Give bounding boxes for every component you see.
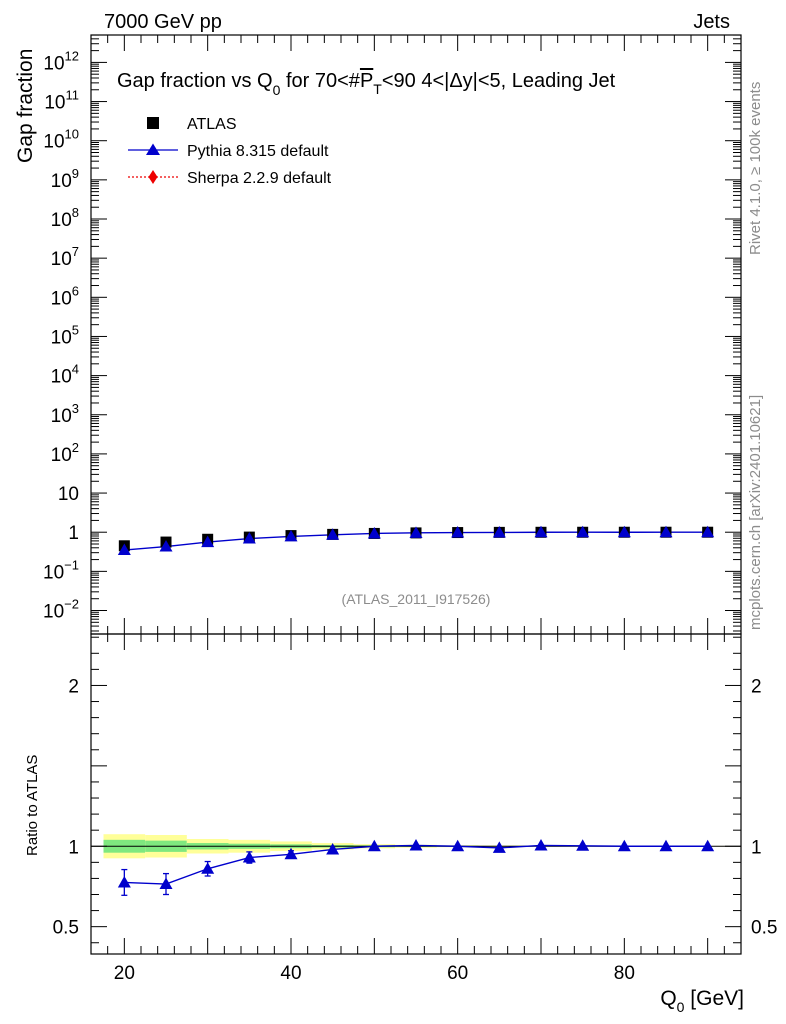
- ratio-plot-frame: [90, 633, 742, 955]
- main-y-tick-label: 108: [51, 205, 79, 231]
- pythia-ratio-point: [534, 838, 548, 851]
- pythia-ratio-point: [451, 839, 465, 852]
- ratio-y-tick-label-right: 1: [751, 837, 762, 858]
- legend-pythia-label: Pythia 8.315 default: [187, 143, 329, 160]
- main-y-tick-label: 10−1: [43, 557, 79, 583]
- x-label-part-a: Q: [660, 987, 676, 1010]
- legend-pythia-marker: [146, 143, 160, 155]
- title-part-p: P: [360, 70, 373, 92]
- main-y-tick-label: 1: [68, 523, 79, 544]
- ratio-y-axis-ticks: 0.5 0.5 1 1 2 2: [53, 636, 777, 944]
- main-y-tick-label: 104: [51, 362, 79, 388]
- pythia-ratio-point: [242, 851, 256, 863]
- ratio-series-layer: [117, 838, 715, 896]
- main-y-tick-label: 10−2: [43, 597, 79, 623]
- pythia-ratio-point: [617, 839, 631, 852]
- x-tick-label: 60: [447, 963, 468, 984]
- pythia-point: [409, 526, 423, 538]
- main-y-tick-label: 1012: [43, 48, 79, 74]
- main-y-tick-label: 109: [51, 166, 79, 192]
- x-axis-ticks: 20 40 60 80: [90, 35, 742, 984]
- pythia-point: [326, 528, 340, 540]
- pythia-point: [701, 525, 715, 538]
- pythia-ratio-point: [159, 877, 173, 890]
- ratio-y-tick-label: 2: [68, 676, 79, 697]
- pythia-ratio-point: [659, 839, 673, 852]
- ratio-y-tick-label-right: 2: [751, 676, 762, 697]
- title-part-a: Gap fraction vs Q: [117, 70, 273, 92]
- legend-atlas-marker: [147, 117, 159, 129]
- analysis-watermark: (ATLAS_2011_I917526): [342, 591, 491, 607]
- ratio-y-tick-label: 1: [68, 837, 79, 858]
- pythia-ratio-point: [576, 839, 590, 851]
- main-y-axis-ticks: 10−2 10−1 1 10 102 103 104 105 106 107 108 109 1010 1…: [43, 34, 741, 632]
- side-text-mcplots: mcplots.cern.ch [arXiv:2401.10621]: [747, 395, 764, 630]
- pythia-ratio-point: [117, 875, 131, 888]
- ratio-y-tick-label-right: 0.5: [751, 918, 777, 939]
- ratio-y-tick-label: 0.5: [53, 918, 79, 939]
- ratio-y-axis-label: Ratio to ATLAS: [24, 755, 41, 856]
- pythia-point: [201, 535, 215, 548]
- x-tick-label: 20: [114, 963, 135, 984]
- x-axis-label: Q0 [GeV]: [660, 987, 744, 1015]
- legend-sherpa-label: Sherpa 2.2.9 default: [187, 170, 332, 187]
- title-part-b: for 70<#: [280, 70, 360, 92]
- legend-sherpa-marker: [148, 170, 158, 184]
- title-part-c: <90 4<|Δy|<5, Leading Jet: [382, 70, 616, 92]
- pythia-point: [534, 525, 548, 538]
- pythia-ratio-point: [326, 842, 340, 855]
- header-left: 7000 GeV pp: [104, 11, 222, 33]
- pythia-point: [576, 525, 590, 538]
- title-sub-0: 0: [273, 82, 281, 98]
- pythia-point: [659, 525, 673, 538]
- x-tick-label: 80: [614, 963, 635, 984]
- main-y-tick-label: 10: [58, 484, 79, 505]
- pythia-point: [159, 540, 173, 552]
- chart-title: Gap fraction vs Q0 for 70<#PT<90 4<|Δy|<…: [117, 70, 616, 98]
- pythia-ratio-point: [701, 839, 715, 852]
- pythia-ratio-point: [284, 847, 298, 860]
- title-sub-t: T: [373, 81, 382, 97]
- x-label-part-b: [GeV]: [684, 987, 744, 1010]
- pythia-point: [117, 543, 131, 556]
- pythia-point: [617, 525, 631, 538]
- main-y-tick-label: 105: [51, 322, 79, 348]
- main-y-tick-label: 1010: [43, 127, 79, 153]
- main-y-tick-label: 103: [51, 401, 79, 427]
- pythia-point: [284, 529, 298, 542]
- pythia-ratio-point: [409, 838, 423, 851]
- pythia-point: [451, 526, 465, 538]
- pythia-ratio-point: [201, 862, 215, 874]
- legend-atlas-label: ATLAS: [187, 116, 237, 133]
- x-tick-label: 40: [280, 963, 301, 984]
- pythia-ratio-point: [492, 841, 506, 853]
- header-right: Jets: [693, 11, 730, 33]
- x-label-sub: 0: [677, 999, 685, 1015]
- pythia-point: [492, 525, 506, 538]
- main-y-axis-label: Gap fraction: [14, 49, 37, 163]
- main-series-layer: [117, 525, 715, 556]
- main-y-tick-label: 107: [51, 244, 79, 270]
- pythia-ratio-point: [367, 839, 381, 852]
- pythia-point: [367, 526, 381, 539]
- main-y-tick-label: 1011: [44, 88, 79, 114]
- main-y-tick-label: 102: [51, 440, 79, 466]
- main-y-tick-label: 106: [51, 283, 79, 309]
- side-text-rivet: Rivet 4.1.0, ≥ 100k events: [747, 82, 764, 255]
- legend: ATLAS Pythia 8.315 default Sherpa 2.2.9 …: [128, 116, 332, 187]
- pythia-point: [242, 532, 256, 544]
